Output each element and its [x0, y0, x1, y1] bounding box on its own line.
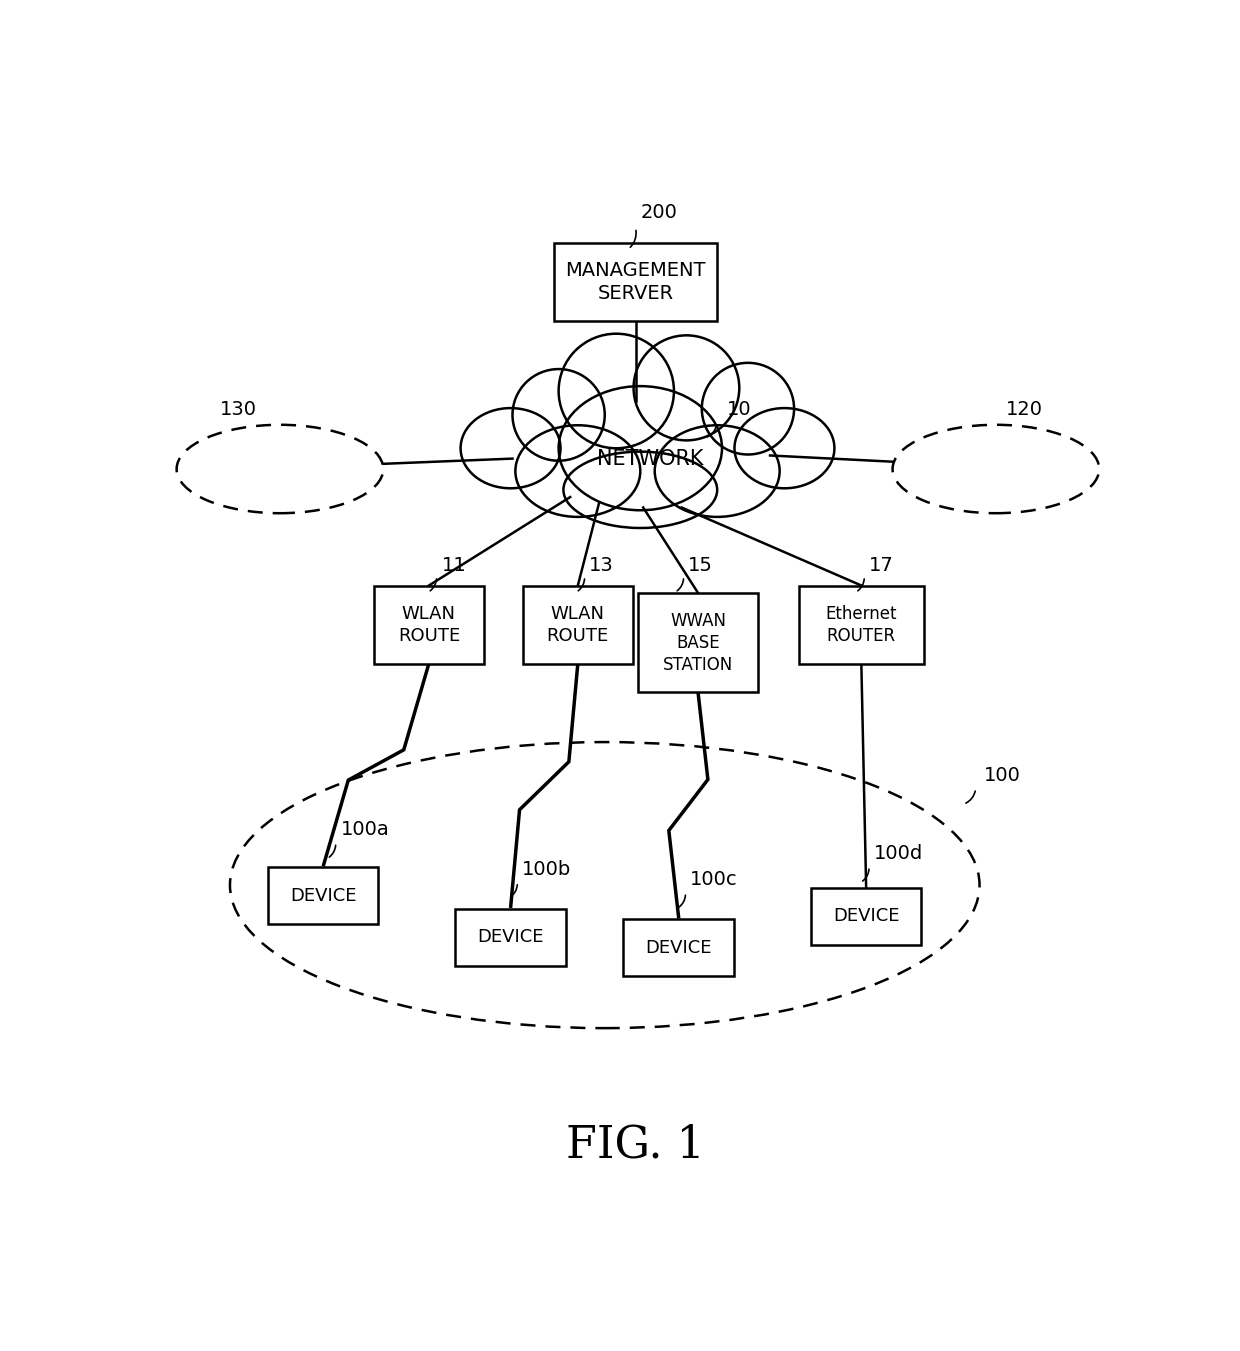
Ellipse shape	[563, 451, 717, 528]
FancyBboxPatch shape	[811, 888, 921, 944]
Ellipse shape	[559, 386, 722, 511]
FancyBboxPatch shape	[637, 593, 758, 692]
Text: WLAN
ROUTE: WLAN ROUTE	[547, 605, 609, 646]
Text: 15: 15	[688, 557, 713, 576]
Text: 100c: 100c	[691, 870, 738, 889]
Ellipse shape	[558, 334, 675, 449]
Text: DEVICE: DEVICE	[477, 928, 544, 946]
Text: 130: 130	[221, 400, 258, 419]
Text: 100: 100	[983, 766, 1021, 785]
Ellipse shape	[512, 369, 605, 461]
Text: DEVICE: DEVICE	[833, 908, 899, 925]
Text: DEVICE: DEVICE	[646, 939, 712, 957]
FancyBboxPatch shape	[522, 586, 634, 665]
Ellipse shape	[734, 408, 835, 488]
FancyBboxPatch shape	[373, 586, 484, 665]
Text: FIG. 1: FIG. 1	[567, 1124, 704, 1167]
Text: 100b: 100b	[522, 861, 572, 880]
Text: 13: 13	[589, 557, 614, 576]
Text: 17: 17	[869, 557, 894, 576]
FancyBboxPatch shape	[268, 867, 378, 924]
Text: 100a: 100a	[341, 820, 389, 839]
Text: 100d: 100d	[874, 844, 923, 863]
Ellipse shape	[460, 408, 560, 488]
Text: MANAGEMENT
SERVER: MANAGEMENT SERVER	[565, 261, 706, 303]
Text: NETWORK: NETWORK	[596, 449, 703, 469]
FancyBboxPatch shape	[554, 243, 717, 320]
FancyBboxPatch shape	[799, 586, 924, 665]
Text: 120: 120	[1006, 400, 1043, 419]
Text: 11: 11	[441, 557, 466, 576]
Text: 10: 10	[727, 400, 751, 419]
Ellipse shape	[702, 363, 794, 454]
Text: DEVICE: DEVICE	[290, 886, 356, 905]
FancyBboxPatch shape	[455, 908, 565, 966]
Ellipse shape	[655, 426, 780, 517]
FancyBboxPatch shape	[624, 919, 734, 977]
Ellipse shape	[516, 426, 640, 517]
Text: Ethernet
ROUTER: Ethernet ROUTER	[826, 605, 897, 646]
Text: WWAN
BASE
STATION: WWAN BASE STATION	[663, 612, 733, 674]
Text: WLAN
ROUTE: WLAN ROUTE	[398, 605, 460, 646]
Text: 200: 200	[640, 203, 677, 222]
Ellipse shape	[634, 335, 739, 440]
